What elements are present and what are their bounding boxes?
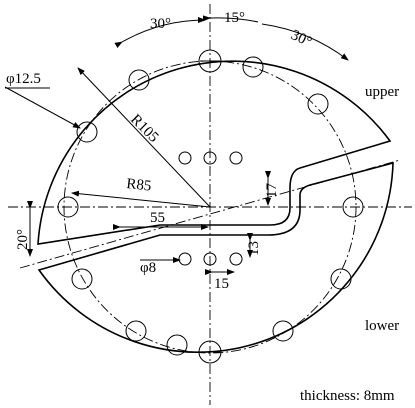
radius-label: R105 bbox=[127, 112, 161, 146]
upper-label: upper bbox=[365, 84, 399, 100]
thickness-note: thickness: 8mm bbox=[300, 388, 395, 404]
hole-diameter: φ12.5 bbox=[6, 71, 41, 87]
holes bbox=[57, 49, 364, 364]
radius-label: R85 bbox=[126, 176, 153, 195]
dimension-label: 17 bbox=[264, 183, 280, 199]
angle-label: 20° bbox=[15, 229, 31, 250]
dimension-label: 13 bbox=[246, 241, 262, 256]
dimension-label: 15 bbox=[214, 276, 229, 292]
labels: 30° 15° 30° φ12.5 upper R105 R85 17 55 2… bbox=[6, 10, 399, 404]
dimension-label: 55 bbox=[150, 210, 165, 226]
angle-label: 30° bbox=[150, 16, 171, 32]
lower-label: lower bbox=[365, 318, 399, 334]
angle-label: 15° bbox=[224, 10, 245, 26]
hole-diameter: φ8 bbox=[140, 260, 156, 276]
dimension-lines bbox=[4, 15, 349, 275]
part-outline bbox=[8, 4, 412, 405]
